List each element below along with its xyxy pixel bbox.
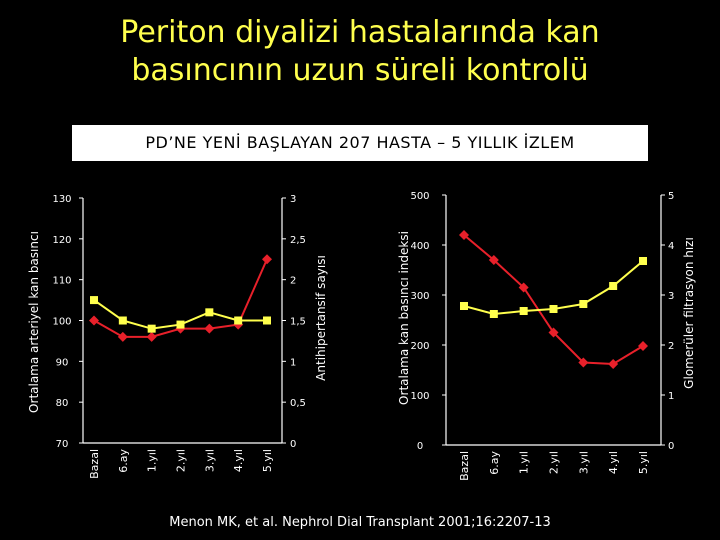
chart1-category-label: 3.yıl [203, 449, 216, 472]
chart2-left-tick-label: 200 [410, 341, 429, 352]
chart1-left-tick-label: 120 [52, 235, 71, 246]
chart2-series-2-point [639, 257, 647, 265]
chart1-series-2-point [176, 320, 185, 329]
chart2-series-1-point [488, 255, 499, 265]
chart1-series-1-point [204, 323, 215, 334]
chart1-left-tick-label: 80 [56, 398, 69, 409]
chart2-series-1-point [548, 327, 559, 338]
chart1-left-axis-title: Ortalama arteriyel kan basıncı [27, 231, 41, 413]
chart2-series-1-point [518, 282, 529, 293]
chart1-left-tick-label: 90 [56, 357, 69, 368]
chart1-category-label: 6.ay [117, 449, 130, 473]
chart1-series-2-point [147, 324, 156, 333]
chart2-left-axis-title: Ortalama kan basıncı indeksi [397, 231, 411, 405]
chart1-series-1-point [89, 315, 99, 326]
chart2-series-1-point [638, 341, 648, 351]
chart2-series-2-point [519, 307, 528, 315]
citation: Menon MK, et al. Nephrol Dial Transplant… [169, 515, 551, 530]
chart2-category-label: 6.ay [488, 451, 501, 475]
chart2-right-tick-label: 3 [668, 291, 674, 302]
chart2-series-1-line [463, 234, 644, 366]
chart1-series-1-point [146, 331, 157, 342]
chart1-left-tick-label: 110 [52, 276, 71, 287]
chart2-category-label: 1.yıl [518, 451, 531, 474]
chart2-category-label: Bazal [458, 451, 471, 481]
subtitle-banner: PD’NE YENİ BAŞLAYAN 207 HASTA – 5 YILLIK… [72, 125, 648, 161]
chart2-right-tick-label: 4 [668, 241, 674, 252]
chart2-right-tick-label: 2 [668, 341, 674, 352]
chart2-left-tick-label: 100 [410, 391, 429, 402]
chart1-category-label: 1.yıl [146, 449, 159, 472]
chart1-right-tick-label: 1 [290, 357, 296, 368]
chart1-category-label: 4.yıl [232, 449, 245, 472]
chart2-left-tick-label: 300 [410, 291, 429, 302]
title-line-1: Periton diyalizi hastalarında kan [120, 15, 600, 50]
chart2-series-2-point [460, 302, 468, 310]
chart1-right-tick-label: 1,5 [290, 317, 306, 328]
chart2-series-2-point [609, 282, 618, 290]
chart2-category-label: 4.yıl [607, 451, 620, 474]
chart2-series-1-point [608, 359, 619, 369]
chart2-right-tick-label: 5 [668, 191, 674, 202]
chart2-left-tick-label: 400 [410, 241, 429, 252]
chart1-series-2-point [118, 316, 127, 325]
chart2-series-1-point [459, 230, 469, 240]
chart2-left-tick-label: 500 [410, 191, 429, 202]
chart1-right-axis-title: Antihipertansif sayısı [314, 255, 328, 381]
chart1-left-tick-label: 100 [52, 317, 71, 328]
chart2-right-axis-title: Glomerüler filtrasyon hızı [682, 237, 696, 389]
chart1-right-tick-label: 3 [290, 194, 296, 205]
chart2-series-1-point [578, 357, 589, 368]
chart1-series-2-point [234, 316, 243, 325]
chart1-left-tick-label: 70 [56, 439, 69, 450]
chart2-right-tick-label: 1 [668, 391, 674, 402]
chart1-category-label: 5.yıl [261, 449, 274, 472]
chart1-right-tick-label: 2,5 [290, 235, 306, 246]
chart1-right-tick-label: 0,5 [290, 398, 306, 409]
chart2-right-tick-label: 0 [668, 441, 674, 452]
chart2-series-2-point [489, 310, 498, 318]
chart1-category-label: 2.yıl [175, 449, 188, 472]
page-title: Periton diyalizi hastalarında kan basınc… [0, 14, 720, 90]
chart1-left-tick-label: 130 [52, 194, 71, 205]
chart1-category-label: Bazal [88, 449, 101, 479]
chart2-left-tick-label: 0 [417, 441, 423, 452]
chart1-right-tick-label: 2 [290, 276, 296, 287]
title-line-2: basıncının uzun süreli kontrolü [131, 53, 589, 88]
chart1-right-tick-label: 0 [290, 439, 296, 450]
chart2-series-2-point [579, 300, 588, 308]
chart2-series-2-point [549, 305, 558, 313]
chart2-category-label: 2.yıl [548, 451, 561, 474]
chart1-series-2-point [263, 316, 271, 325]
chart2-category-label: 5.yıl [637, 451, 650, 474]
chart1-series-2-point [90, 296, 98, 305]
chart2-category-label: 3.yıl [577, 451, 590, 474]
chart1-series-1-point [262, 254, 272, 265]
chart1-series-2-point [205, 308, 214, 317]
chart1-series-1-point [117, 331, 128, 342]
